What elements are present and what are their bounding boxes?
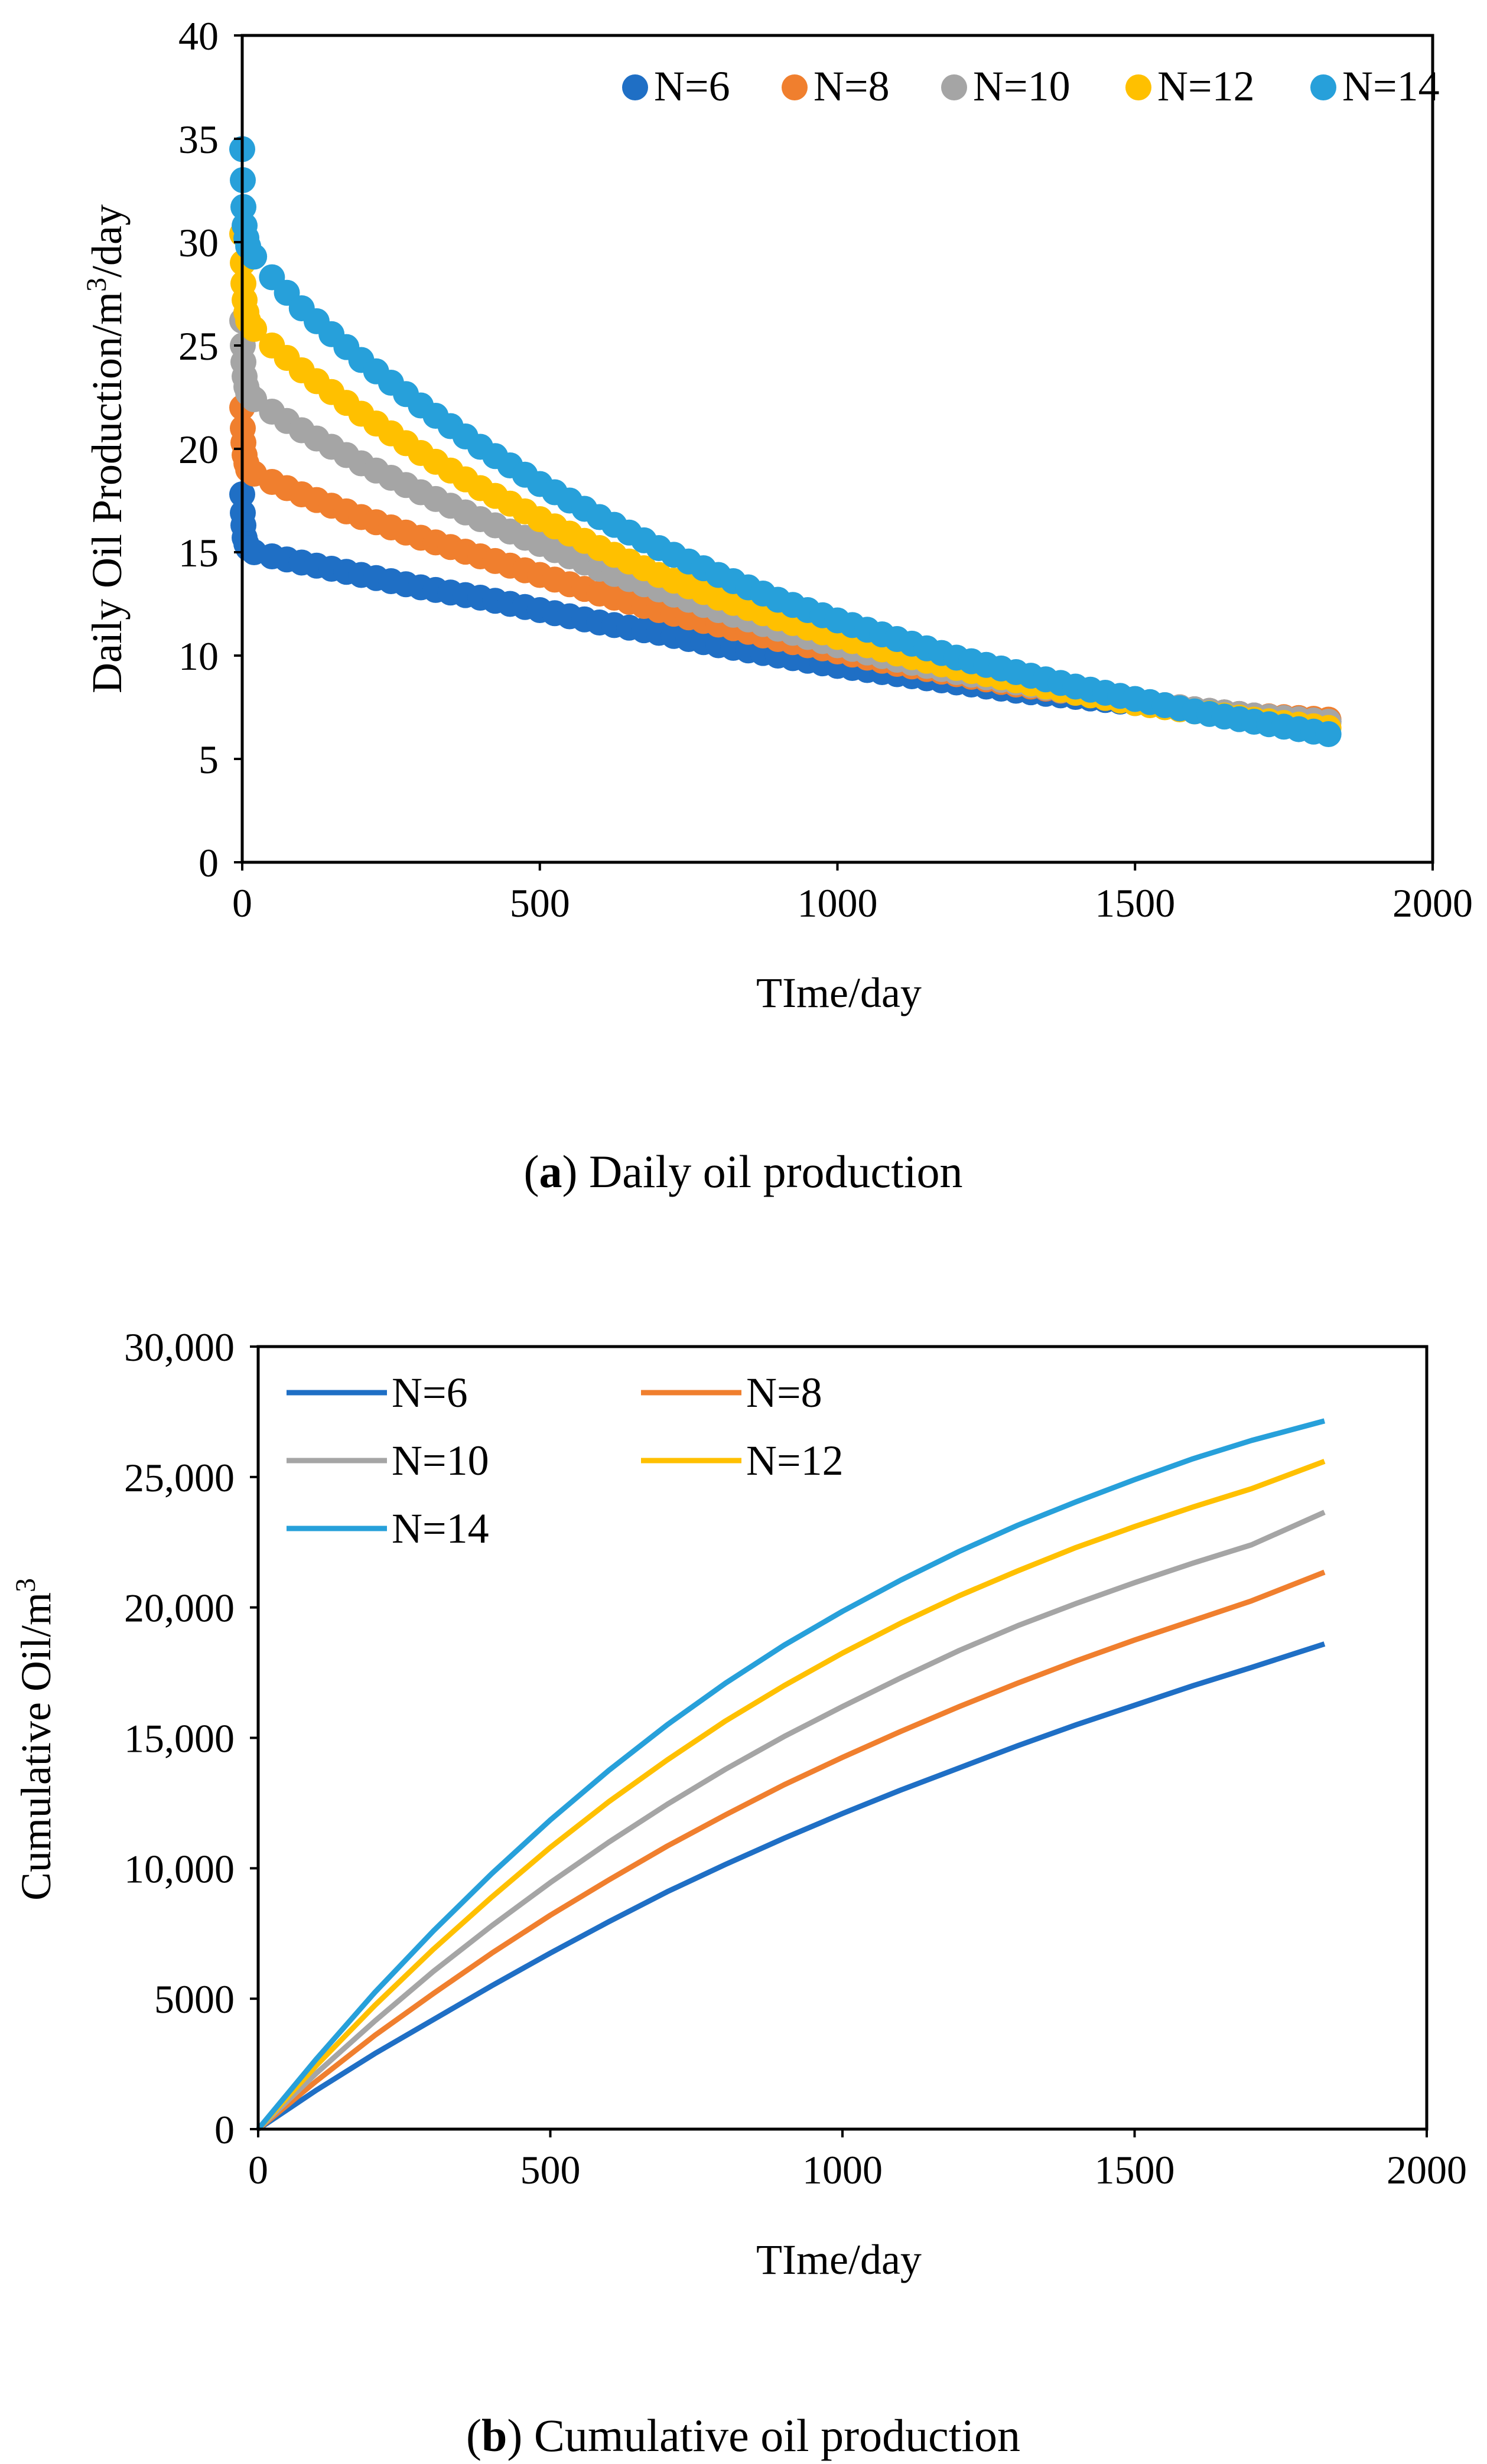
- chart-a-ticks: 0 500 1000 1500 2000 0 5 10 15 20 25 30 35 40: [178, 14, 1473, 925]
- chart-a-x-axis-label: TIme/day: [756, 969, 922, 1016]
- chart-a-x-tick-label: 1500: [1095, 881, 1175, 925]
- chart-a-y-tick-label: 40: [178, 14, 219, 58]
- chart-b-x-axis-label: TIme/day: [756, 2236, 922, 2283]
- chart-b-y-axis-label: Cumulative Oil/m3: [10, 1578, 60, 1901]
- chart-b-x-tick-label: 1500: [1095, 2147, 1175, 2192]
- caption-a: (a) Daily oil production: [523, 1146, 962, 1197]
- legend-marker-N=14: [1310, 74, 1336, 100]
- chart-a-x-tick-label: 500: [510, 881, 570, 925]
- chart-b-plot: [256, 1418, 1326, 2131]
- chart-a-y-tick-label: 30: [178, 220, 219, 265]
- chart-b-y-tick-label: 30,000: [124, 1325, 235, 1370]
- series-line-N=14: [256, 1418, 1326, 2131]
- series-line-N=12: [256, 1459, 1326, 2131]
- data-point-N=14: [1315, 721, 1342, 747]
- chart-b-y-tick-label: 25,000: [124, 1455, 235, 1500]
- chart-b-x-tick-label: 500: [520, 2147, 581, 2192]
- chart-a: 0 500 1000 1500 2000 0 5 10 15 20 25 30 35 40 TIme/da…: [81, 14, 1473, 1016]
- chart-a-y-tick-label: 0: [199, 840, 219, 885]
- legend-marker-N=12: [1125, 74, 1151, 100]
- legend-label-N=6: N=6: [654, 63, 730, 110]
- chart-b-x-tick-label: 0: [248, 2147, 268, 2192]
- legend-label-N=8: N=8: [746, 1369, 822, 1416]
- chart-a-y-tick-label: 10: [178, 634, 219, 679]
- chart-a-y-tick-label: 25: [178, 324, 219, 369]
- chart-a-x-tick-label: 0: [232, 881, 252, 925]
- legend-label-N=8: N=8: [814, 63, 890, 110]
- series-line-N=10: [256, 1510, 1326, 2131]
- chart-a-plot: [229, 136, 1342, 747]
- chart-a-y-tick-label: 20: [178, 427, 219, 472]
- chart-a-y-tick-label: 5: [199, 737, 219, 782]
- legend-marker-N=10: [941, 74, 967, 100]
- chart-b-y-tick-label: 5000: [154, 1977, 235, 2022]
- data-point-N=14: [241, 243, 268, 270]
- chart-a-y-tick-label: 35: [178, 117, 219, 162]
- legend-label-N=14: N=14: [1342, 63, 1440, 110]
- legend-label-N=12: N=12: [1157, 63, 1255, 110]
- legend-label-N=12: N=12: [746, 1437, 844, 1484]
- chart-b-y-tick-label: 0: [214, 2107, 235, 2152]
- legend-label-N=10: N=10: [973, 63, 1070, 110]
- series-N=14: [229, 136, 1342, 747]
- chart-a-y-axis-label: Daily Oil Production/m3/day: [81, 204, 131, 693]
- chart-b-y-tick-label: 15,000: [124, 1716, 235, 1761]
- chart-a-x-tick-label: 1000: [798, 881, 878, 925]
- chart-b-y-tick-label: 20,000: [124, 1586, 235, 1631]
- legend-label-N=10: N=10: [392, 1437, 489, 1484]
- legend-marker-N=6: [622, 74, 648, 100]
- chart-b-y-tick-label: 10,000: [124, 1846, 235, 1891]
- chart-a-x-tick-label: 2000: [1392, 881, 1473, 925]
- chart-b: 0 500 1000 1500 2000 0 5000 10,000 15,000 20,000 2…: [10, 1325, 1467, 2283]
- series-line-N=8: [256, 1569, 1326, 2131]
- chart-b-x-tick-label: 2000: [1387, 2147, 1467, 2192]
- caption-b: (b) Cumulative oil production: [466, 2410, 1020, 2461]
- chart-b-x-tick-label: 1000: [802, 2147, 883, 2192]
- chart-b-legend: N=6 N=8 N=10 N=12 N=14: [287, 1369, 844, 1552]
- series-line-N=6: [256, 1641, 1326, 2131]
- chart-a-y-tick-label: 15: [178, 530, 219, 575]
- legend-label-N=6: N=6: [392, 1369, 468, 1416]
- legend-label-N=14: N=14: [392, 1505, 489, 1552]
- chart-b-ticks: 0 500 1000 1500 2000 0 5000 10,000 15,000 20,000 2…: [124, 1325, 1467, 2192]
- data-point-N=12: [241, 316, 268, 342]
- chart-a-legend: N=6 N=8 N=10 N=12 N=14: [622, 63, 1440, 110]
- legend-marker-N=8: [782, 74, 808, 100]
